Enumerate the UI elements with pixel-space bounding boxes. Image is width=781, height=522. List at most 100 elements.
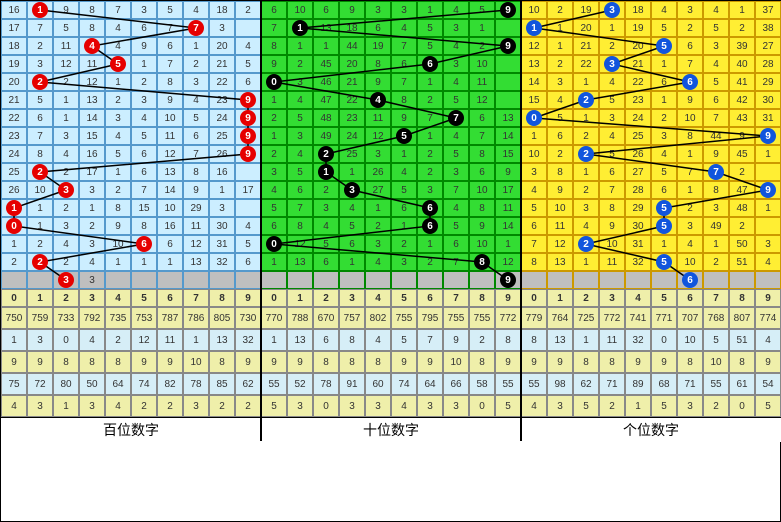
main-cell: 1 [469,19,495,37]
digit-header-cell: 1 [287,289,313,307]
main-cell: 48 [729,199,755,217]
main-cell: 12 [365,127,391,145]
main-cell: 7 [391,73,417,91]
main-cell: 1 [53,109,79,127]
main-cell: 7 [131,181,157,199]
main-cell: 6 [313,253,339,271]
summary-cell: 8 [573,351,599,373]
summary-cell: 9 [495,351,521,373]
digit-header-cell: 4 [365,289,391,307]
main-cell: 10 [677,109,703,127]
trend-dot: 6 [422,56,438,72]
summary-cell: 3 [547,395,573,417]
panel-separator [260,1,262,441]
main-cell: 5 [599,145,625,163]
main-cell: 3 [287,127,313,145]
main-cell: 7 [521,235,547,253]
main-cell: 19 [365,37,391,55]
main-cell: 6 [339,235,365,253]
main-cell: 4 [53,235,79,253]
summary-cell: 13 [287,329,313,351]
main-cell: 4 [105,19,131,37]
main-cell: 2 [131,73,157,91]
main-cell: 1 [105,73,131,91]
main-cell: 7 [157,55,183,73]
main-cell: 11 [495,199,521,217]
main-cell: 3 [547,73,573,91]
trend-dot: 1 [6,200,22,216]
trend-dot: 2 [32,74,48,90]
main-cell: 26 [1,181,27,199]
trend-dot: 2 [578,146,594,162]
main-cell: 29 [183,199,209,217]
summary-cell: 9 [547,351,573,373]
trend-dot: 9 [760,182,776,198]
main-cell: 2 [27,235,53,253]
main-cell: 1 [417,1,443,19]
main-cell: 6 [391,199,417,217]
digit-header-cell: 0 [1,289,27,307]
trend-dot: 7 [188,20,204,36]
main-cell: 20 [1,73,27,91]
main-cell: 31 [755,109,781,127]
main-cell: 6 [261,1,287,19]
summary-cell: 3 [443,395,469,417]
main-cell: 5 [287,109,313,127]
main-cell: 51 [729,253,755,271]
main-cell: 2 [105,91,131,109]
main-cell: 3 [677,1,703,19]
main-cell: 4 [79,253,105,271]
main-cell [261,271,287,289]
main-cell [755,163,781,181]
main-cell: 1 [651,55,677,73]
summary-cell: 5 [391,329,417,351]
main-cell: 12 [547,235,573,253]
main-cell [235,19,261,37]
summary-cell: 753 [131,307,157,329]
main-cell: 2 [53,73,79,91]
main-cell: 44 [703,127,729,145]
summary-cell: 4 [521,395,547,417]
trend-dot: 5 [656,218,672,234]
main-cell: 6 [651,181,677,199]
summary-cell: 62 [235,373,261,395]
digit-header-cell: 8 [729,289,755,307]
main-cell: 6 [235,73,261,91]
main-cell: 1 [417,127,443,145]
summary-cell: 802 [365,307,391,329]
summary-cell: 1 [261,329,287,351]
lottery-chart: 1619873541821610693314599102193184341373… [0,0,781,522]
main-cell [339,271,365,289]
main-cell: 18 [625,1,651,19]
main-cell: 38 [755,19,781,37]
main-cell [391,271,417,289]
summary-cell: 772 [495,307,521,329]
main-cell: 12 [469,91,495,109]
main-cell: 4 [183,91,209,109]
summary-cell: 755 [391,307,417,329]
main-cell: 6 [651,73,677,91]
summary-cell: 5 [651,395,677,417]
main-cell: 2 [703,253,729,271]
main-cell: 43 [729,109,755,127]
summary-cell: 735 [105,307,131,329]
main-cell: 20 [625,37,651,55]
trend-dot: 9 [500,2,516,18]
main-cell: 9 [391,109,417,127]
summary-cell: 9 [157,351,183,373]
main-cell: 6 [183,127,209,145]
main-cell: 25 [339,145,365,163]
main-cell: 1 [157,253,183,271]
summary-cell: 9 [755,351,781,373]
trend-dot: 2 [318,146,334,162]
digit-header-cell: 6 [677,289,703,307]
main-cell: 7 [703,109,729,127]
main-cell: 1 [27,199,53,217]
main-cell: 3 [677,217,703,235]
main-cell: 4 [105,37,131,55]
main-cell: 2 [547,55,573,73]
trend-dot: 9 [240,92,256,108]
summary-cell: 3 [677,395,703,417]
main-cell: 30 [755,91,781,109]
main-cell: 29 [755,73,781,91]
